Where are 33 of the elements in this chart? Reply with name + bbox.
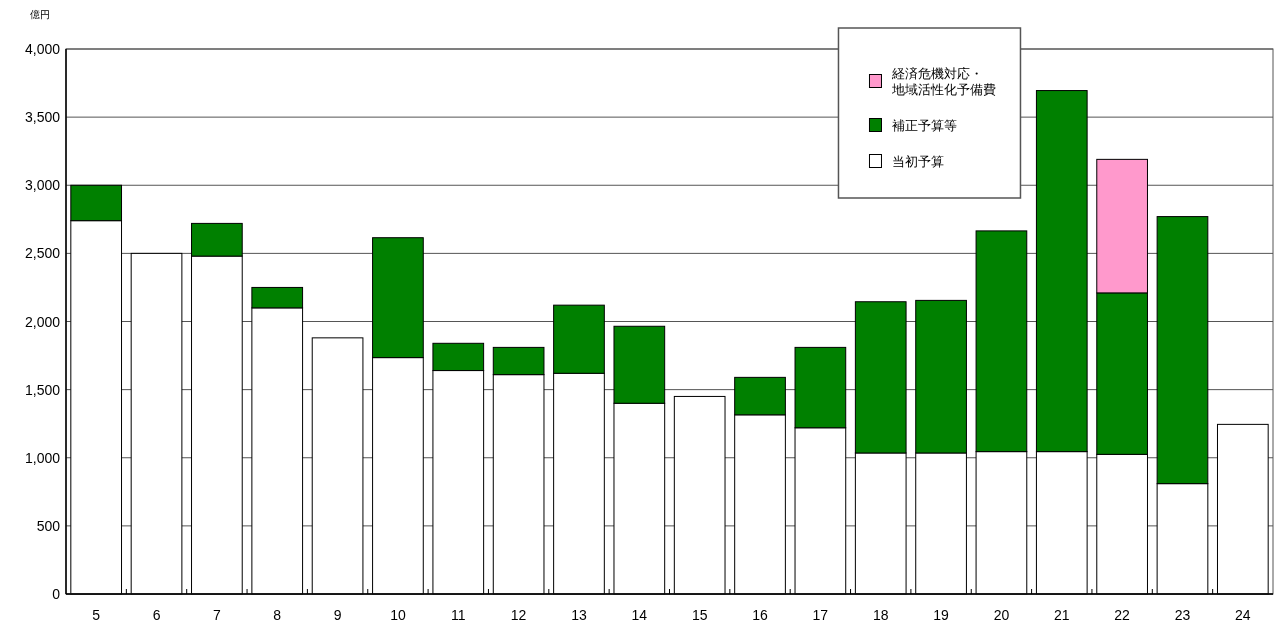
x-tick-label: 10 — [390, 607, 406, 623]
y-tick-label: 3,500 — [24, 109, 61, 126]
y-tick-label: 1,500 — [24, 381, 61, 398]
x-tick-label: 19 — [933, 607, 950, 623]
legend-label: 当初予算 — [892, 153, 945, 169]
x-tick-label: 11 — [451, 607, 466, 623]
legend-label: 補正予算等 — [892, 117, 958, 133]
x-tick-label: 12 — [510, 607, 527, 623]
legend-label: 経済危機対応・地域活性化予備費 — [891, 65, 997, 97]
x-tick-label: 23 — [1174, 607, 1191, 623]
y-tick-label: 0 — [52, 586, 61, 602]
y-tick-label: 3,000 — [24, 177, 61, 194]
x-tick-label: 8 — [273, 607, 282, 623]
x-tick-label: 5 — [92, 607, 101, 623]
y-tick-label: 4,000 — [24, 41, 61, 57]
x-tick-label: 24 — [1235, 607, 1251, 623]
y-tick-label: 2,500 — [24, 245, 61, 262]
x-tick-label: 21 — [1053, 607, 1070, 623]
x-tick-label: 7 — [212, 607, 221, 623]
y-tick-label: 1,000 — [24, 449, 61, 466]
x-tick-label: 17 — [812, 607, 829, 623]
x-tick-label: 16 — [752, 607, 769, 623]
y-axis-title: 億円 — [30, 9, 50, 20]
x-tick-label: 6 — [152, 607, 161, 623]
x-tick-label: 13 — [571, 607, 587, 623]
x-tick-label: 22 — [1114, 607, 1131, 623]
y-tick-label: 500 — [36, 517, 61, 534]
x-tick-label: 14 — [631, 607, 648, 623]
x-tick-label: 18 — [872, 607, 889, 623]
x-tick-label: 15 — [691, 607, 708, 623]
x-tick-label: 9 — [333, 607, 342, 623]
y-tick-label: 2,000 — [24, 313, 61, 330]
x-tick-label: 20 — [993, 607, 1010, 623]
